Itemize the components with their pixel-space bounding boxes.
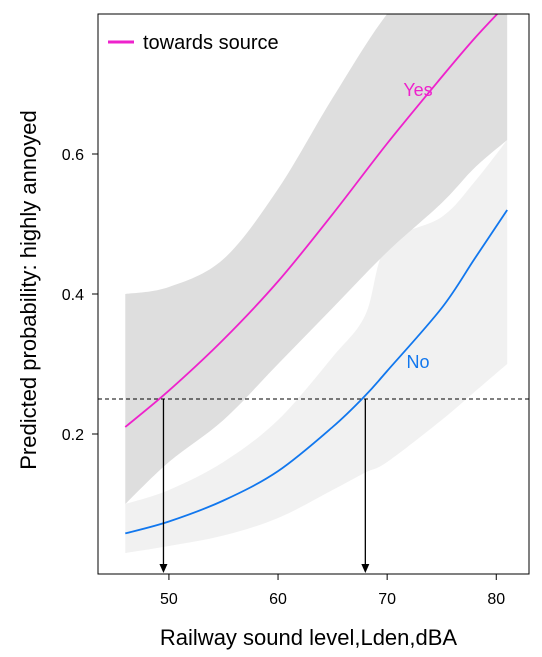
x-axis-title: Railway sound level,Lden,dBA <box>160 625 458 650</box>
legend-label: towards source <box>143 32 279 54</box>
x-axis: 50 60 70 80 <box>160 574 505 608</box>
legend: towards source <box>108 32 279 54</box>
arrow-head-2 <box>361 564 370 573</box>
arrow-head-1 <box>159 564 168 573</box>
y-tick-label-0: 0.2 <box>62 427 84 444</box>
y-tick-label-1: 0.4 <box>62 287 84 304</box>
x-tick-label-60: 60 <box>269 591 287 608</box>
series-lines <box>124 14 508 535</box>
x-tick-label-70: 70 <box>378 591 396 608</box>
x-tick-label-50: 50 <box>160 591 178 608</box>
y-axis-title: Predicted probability: highly annoyed <box>16 110 41 470</box>
series-line-no <box>125 209 508 535</box>
confidence-bands <box>125 14 508 553</box>
series-labels: Yes No <box>403 80 432 372</box>
series-label-no: No <box>406 352 429 372</box>
series-line-yes <box>124 14 499 428</box>
y-tick-label-2: 0.6 <box>62 147 84 164</box>
ci-band-yes <box>125 14 508 504</box>
y-axis: 0.2 0.4 0.6 <box>62 147 98 444</box>
ci-band-no <box>125 140 508 553</box>
x-tick-label-80: 80 <box>487 591 505 608</box>
series-label-yes: Yes <box>403 80 432 100</box>
arrows-group <box>159 399 370 573</box>
